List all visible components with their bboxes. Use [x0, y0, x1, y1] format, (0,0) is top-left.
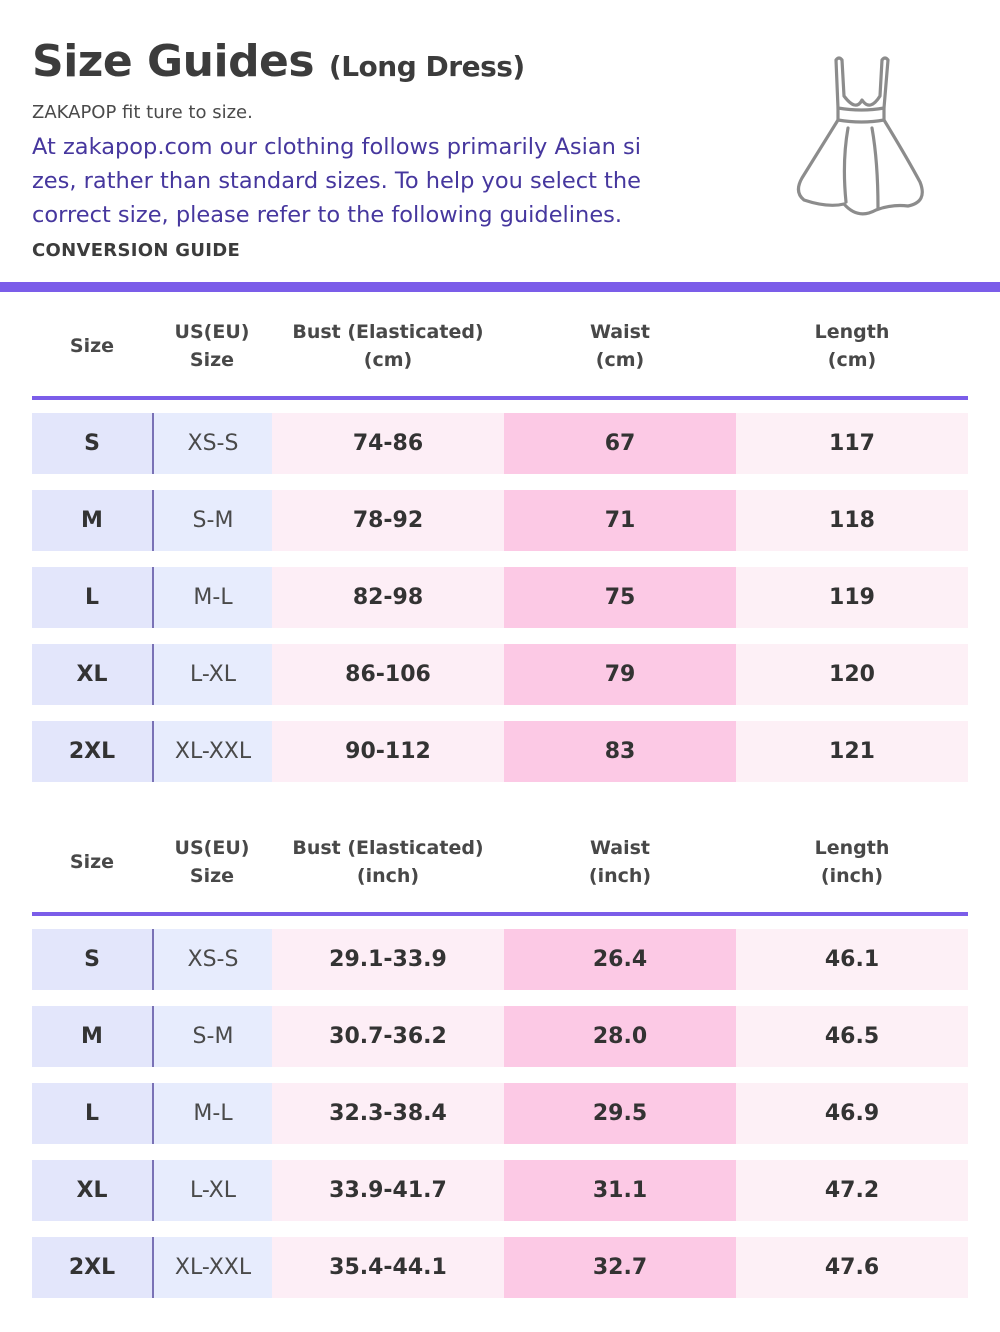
header-bust: Bust (Elasticated) (cm) — [292, 321, 484, 371]
title-main: Size Guides — [32, 36, 315, 87]
description-line: zes, rather than standard sizes. To help… — [32, 168, 641, 194]
header-underline — [32, 396, 968, 400]
cell-size: S — [32, 413, 152, 474]
cell-waist: 67 — [504, 413, 736, 474]
cell-us-eu: L-XL — [152, 1160, 272, 1221]
cell-length: 47.2 — [736, 1160, 968, 1221]
cell-waist: 31.1 — [504, 1160, 736, 1221]
cell-waist: 71 — [504, 490, 736, 551]
cell-us-eu: M-L — [152, 1083, 272, 1144]
cell-size: M — [32, 490, 152, 551]
cell-size: XL — [32, 1160, 152, 1221]
cell-length: 47.6 — [736, 1237, 968, 1298]
cell-us-eu: XS-S — [152, 929, 272, 990]
cell-bust: 32.3-38.4 — [272, 1083, 504, 1144]
description: At zakapop.com our clothing follows prim… — [32, 130, 672, 232]
cell-us-eu: XL-XXL — [152, 1237, 272, 1298]
header-length: Length (cm) — [814, 321, 890, 371]
conversion-guide-label: CONVERSION GUIDE — [32, 240, 241, 261]
header-bust: Bust (Elasticated) (inch) — [292, 837, 484, 887]
cell-us-eu: L-XL — [152, 644, 272, 705]
cell-length: 46.1 — [736, 929, 968, 990]
cell-us-eu: XL-XXL — [152, 721, 272, 782]
cell-waist: 83 — [504, 721, 736, 782]
header-length: Length (inch) — [814, 837, 890, 887]
description-line: At zakapop.com our clothing follows prim… — [32, 134, 642, 160]
cell-length: 121 — [736, 721, 968, 782]
table-row: 2XL XL-XXL 90-112 83 121 — [32, 721, 968, 782]
cell-waist: 28.0 — [504, 1006, 736, 1067]
cell-size: S — [32, 929, 152, 990]
cell-size: XL — [32, 644, 152, 705]
cell-length: 120 — [736, 644, 968, 705]
header-underline — [32, 912, 968, 916]
description-line: correct size, please refer to the follow… — [32, 202, 623, 228]
cell-bust: 35.4-44.1 — [272, 1237, 504, 1298]
dress-icon — [796, 56, 924, 216]
cell-bust: 78-92 — [272, 490, 504, 551]
cell-us-eu: XS-S — [152, 413, 272, 474]
cell-length: 118 — [736, 490, 968, 551]
table-row: M S-M 30.7-36.2 28.0 46.5 — [32, 1006, 968, 1067]
page-title: Size Guides (Long Dress) — [32, 36, 525, 87]
cell-length: 119 — [736, 567, 968, 628]
cell-size: 2XL — [32, 721, 152, 782]
table-row: M S-M 78-92 71 118 — [32, 490, 968, 551]
size-table-cm: Size US(EU) Size Bust (Elasticated) (cm) W… — [32, 296, 968, 782]
cell-bust: 86-106 — [272, 644, 504, 705]
cell-size: M — [32, 1006, 152, 1067]
header-us-eu-size: US(EU) Size — [174, 321, 250, 371]
title-sub: (Long Dress) — [328, 50, 525, 83]
cell-size: L — [32, 567, 152, 628]
cell-waist: 29.5 — [504, 1083, 736, 1144]
cell-bust: 29.1-33.9 — [272, 929, 504, 990]
table-row: 2XL XL-XXL 35.4-44.1 32.7 47.6 — [32, 1237, 968, 1298]
table-row: S XS-S 74-86 67 117 — [32, 413, 968, 474]
header-size: Size — [69, 851, 115, 873]
cell-waist: 26.4 — [504, 929, 736, 990]
cell-waist: 75 — [504, 567, 736, 628]
cell-bust: 74-86 — [272, 413, 504, 474]
header-size: Size — [69, 335, 115, 357]
table-row: S XS-S 29.1-33.9 26.4 46.1 — [32, 929, 968, 990]
cell-length: 117 — [736, 413, 968, 474]
cell-bust: 82-98 — [272, 567, 504, 628]
cell-waist: 32.7 — [504, 1237, 736, 1298]
table-header: Size US(EU) Size Bust (Elasticated) (cm) W… — [32, 296, 968, 400]
table-header: Size US(EU) Size Bust (Elasticated) (inch)… — [32, 812, 968, 916]
table-row: L M-L 82-98 75 119 — [32, 567, 968, 628]
cell-us-eu: M-L — [152, 567, 272, 628]
cell-us-eu: S-M — [152, 490, 272, 551]
cell-length: 46.5 — [736, 1006, 968, 1067]
header-waist: Waist (cm) — [589, 321, 650, 371]
table-row: L M-L 32.3-38.4 29.5 46.9 — [32, 1083, 968, 1144]
table-row: XL L-XL 33.9-41.7 31.1 47.2 — [32, 1160, 968, 1221]
cell-waist: 79 — [504, 644, 736, 705]
cell-us-eu: S-M — [152, 1006, 272, 1067]
header-waist: Waist (inch) — [588, 837, 652, 887]
section-divider — [0, 282, 1000, 292]
cell-size: L — [32, 1083, 152, 1144]
subtitle: ZAKAPOP fit ture to size. — [32, 102, 253, 123]
cell-size: 2XL — [32, 1237, 152, 1298]
cell-length: 46.9 — [736, 1083, 968, 1144]
header-us-eu-size: US(EU) Size — [174, 837, 250, 887]
cell-bust: 30.7-36.2 — [272, 1006, 504, 1067]
size-table-inch: Size US(EU) Size Bust (Elasticated) (inch)… — [32, 812, 968, 1298]
table-row: XL L-XL 86-106 79 120 — [32, 644, 968, 705]
cell-bust: 33.9-41.7 — [272, 1160, 504, 1221]
cell-bust: 90-112 — [272, 721, 504, 782]
